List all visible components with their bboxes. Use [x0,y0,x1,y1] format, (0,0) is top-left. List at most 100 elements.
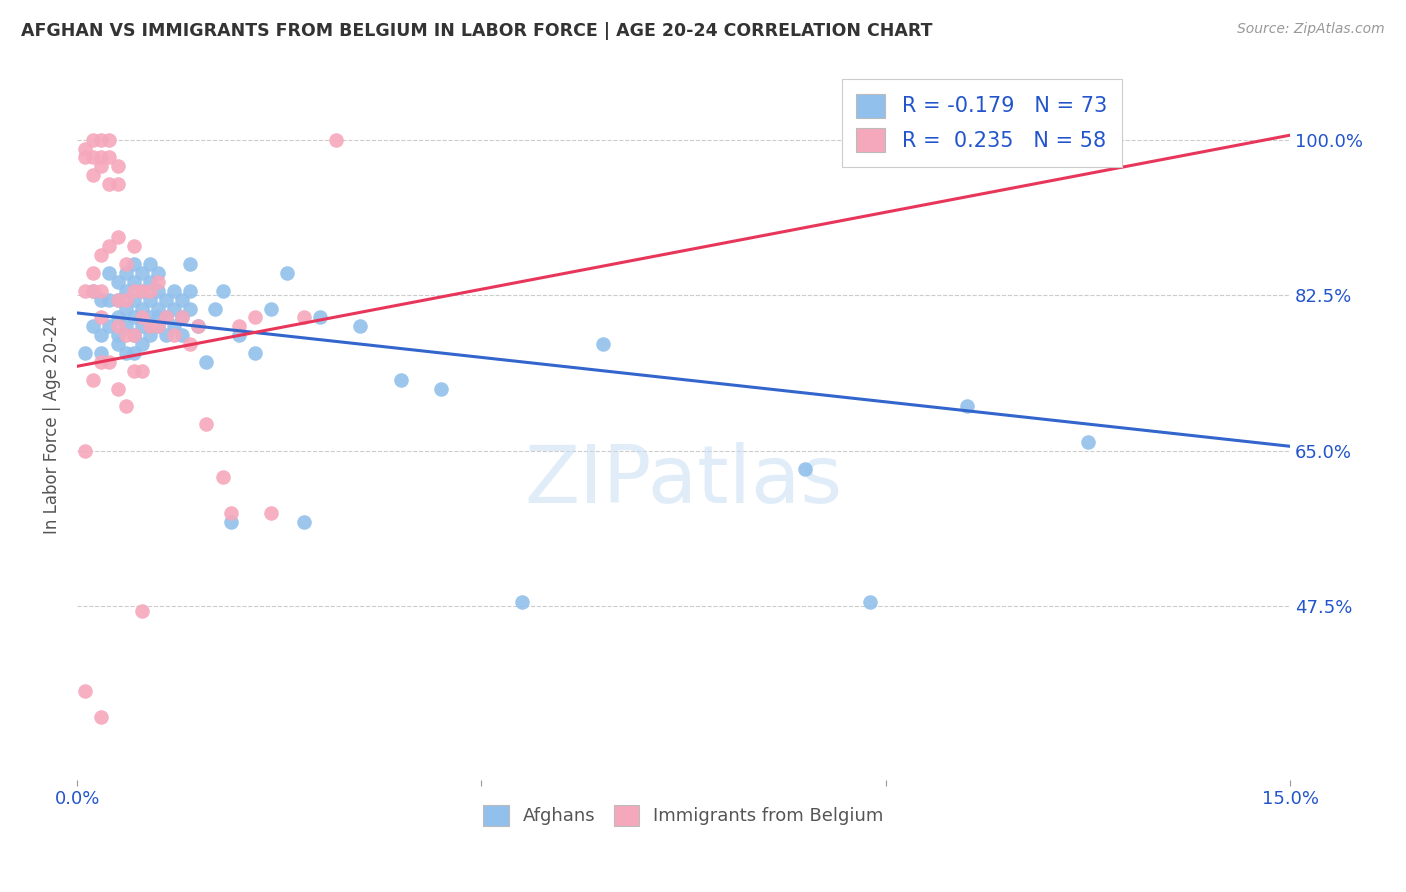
Point [179,257,201,271]
Point [114,301,136,316]
Point [114,293,136,307]
Point [98,239,121,253]
Point [82,319,104,334]
Point [122,257,145,271]
Point [292,310,315,325]
Point [211,284,233,298]
Point [82,133,104,147]
Point [292,515,315,529]
Point [243,346,266,360]
Point [90,159,112,173]
Point [146,310,169,325]
Point [955,399,977,413]
Point [75,443,97,458]
Y-axis label: In Labor Force | Age 20-24: In Labor Force | Age 20-24 [44,315,60,533]
Point [82,284,104,298]
Point [90,150,112,164]
Point [114,328,136,343]
Point [131,604,153,618]
Point [179,284,201,298]
Point [187,319,209,334]
Point [179,337,201,351]
Point [107,382,129,396]
Point [139,319,162,334]
Point [82,150,104,164]
Point [107,230,129,244]
Point [98,266,121,280]
Point [219,506,242,520]
Point [139,328,162,343]
Point [228,319,250,334]
Point [82,266,104,280]
Legend: Afghans, Immigrants from Belgium: Afghans, Immigrants from Belgium [474,796,893,835]
Point [114,399,136,413]
Point [107,328,129,343]
Point [131,319,153,334]
Point [122,328,145,343]
Point [146,319,169,334]
Point [155,328,177,343]
Point [139,310,162,325]
Point [179,301,201,316]
Point [163,328,186,343]
Point [98,293,121,307]
Point [114,257,136,271]
Point [260,301,283,316]
Point [90,310,112,325]
Point [146,266,169,280]
Point [82,168,104,182]
Point [793,461,815,475]
Point [107,177,129,191]
Point [131,364,153,378]
Point [276,266,298,280]
Point [131,310,153,325]
Point [146,301,169,316]
Point [131,337,153,351]
Point [122,239,145,253]
Point [163,301,186,316]
Point [858,595,880,609]
Point [139,319,162,334]
Point [114,346,136,360]
Point [139,275,162,289]
Point [131,284,153,298]
Point [163,319,186,334]
Point [146,275,169,289]
Point [107,293,129,307]
Point [219,515,242,529]
Point [75,284,97,298]
Point [107,319,129,334]
Point [107,337,129,351]
Point [114,284,136,298]
Point [172,310,194,325]
Point [195,417,218,431]
Point [139,293,162,307]
Point [155,310,177,325]
Point [139,284,162,298]
Point [172,328,194,343]
Point [592,337,614,351]
Point [122,293,145,307]
Text: Source: ZipAtlas.com: Source: ZipAtlas.com [1237,22,1385,37]
Point [172,310,194,325]
Point [98,150,121,164]
Point [146,284,169,298]
Point [75,346,97,360]
Point [107,159,129,173]
Point [349,319,371,334]
Point [82,373,104,387]
Point [82,284,104,298]
Point [228,328,250,343]
Point [75,683,97,698]
Point [107,275,129,289]
Point [98,355,121,369]
Point [90,284,112,298]
Point [107,293,129,307]
Point [122,310,145,325]
Point [195,355,218,369]
Point [155,293,177,307]
Point [146,319,169,334]
Point [122,346,145,360]
Point [90,328,112,343]
Point [187,319,209,334]
